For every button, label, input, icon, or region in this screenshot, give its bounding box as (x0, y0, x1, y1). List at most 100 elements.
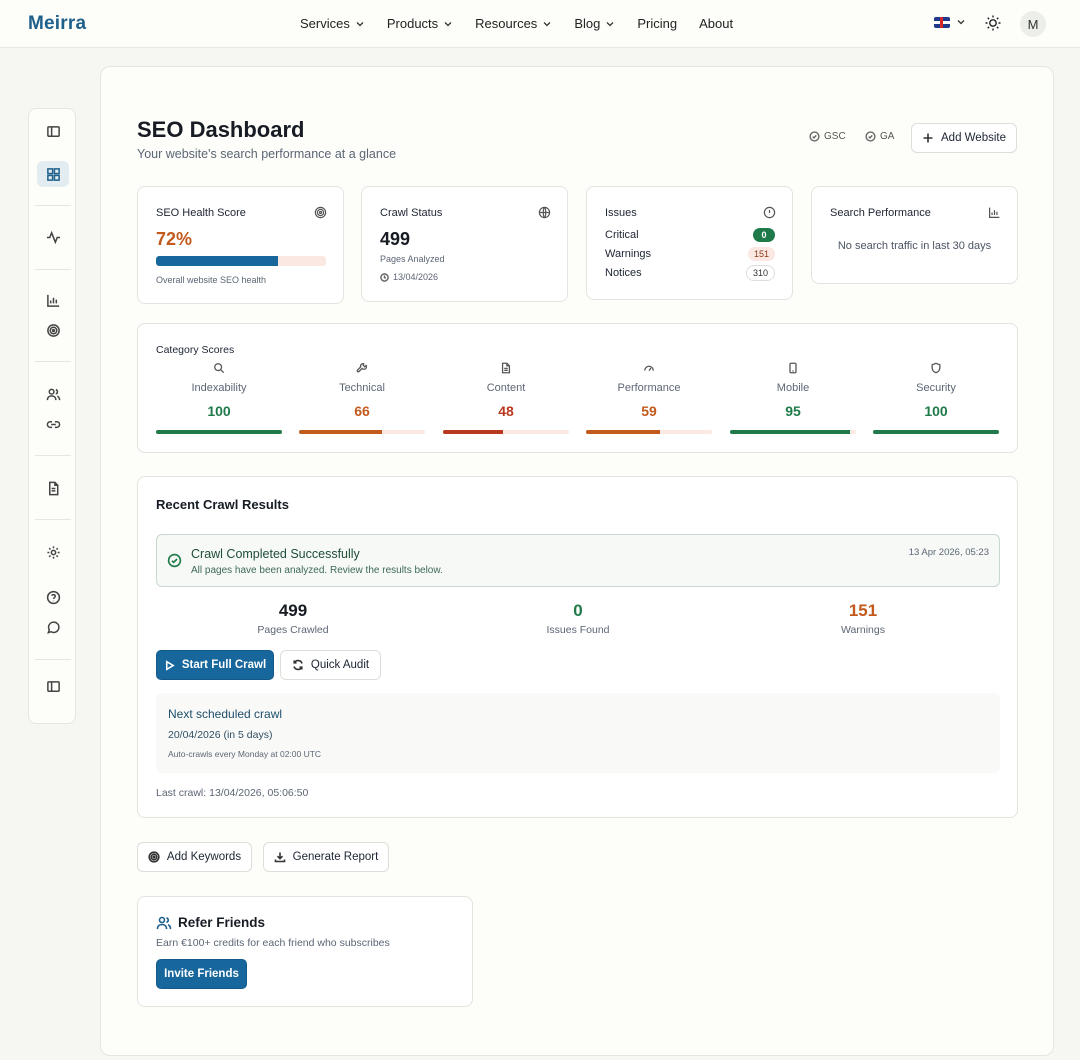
sidebar-item-feedback[interactable] (37, 614, 69, 640)
health-score: 72% (156, 229, 193, 249)
nav-label: Blog (574, 16, 601, 31)
category-technical: Technical 66 (299, 362, 425, 434)
clock-icon (380, 272, 389, 282)
next-crawl-panel: Next scheduled crawl 20/04/2026 (in 5 da… (156, 693, 1000, 773)
category-score: 100 (924, 403, 948, 419)
user-avatar[interactable]: M (1020, 11, 1046, 37)
chevron-down-icon[interactable] (956, 17, 966, 27)
sidebar-item-keywords[interactable] (37, 317, 69, 343)
search-empty-message: No search traffic in last 30 days (837, 240, 992, 252)
critical-count-badge: 0 (753, 228, 775, 242)
sidebar-item-links[interactable] (37, 411, 69, 437)
issue-label: Notices (605, 267, 642, 279)
warnings-count-badge: 151 (747, 247, 775, 261)
success-description: All pages have been analyzed. Review the… (191, 565, 443, 576)
check-circle-icon (865, 131, 876, 142)
category-label: Mobile (776, 382, 810, 394)
refer-friends-card: Refer Friends Earn €100+ credits for eac… (137, 896, 473, 1007)
generate-report-button[interactable]: Generate Report (263, 842, 389, 872)
issue-label: Critical (605, 229, 639, 241)
link-icon (46, 420, 60, 428)
issue-row-warnings[interactable]: Warnings 151 (605, 246, 775, 262)
nav-products[interactable]: Products (387, 16, 453, 31)
document-icon (48, 481, 58, 495)
wrench-icon (299, 362, 425, 376)
message-circle-icon (46, 620, 60, 634)
page-title: SEO Dashboard (137, 117, 305, 142)
nav-about[interactable]: About (699, 16, 733, 31)
document-icon (443, 362, 569, 376)
stat-label: Issues Found (546, 624, 610, 636)
category-bar-fill (873, 430, 999, 434)
divider (35, 455, 71, 456)
sidebar-collapse-button[interactable] (37, 673, 69, 699)
category-performance: Performance 59 (586, 362, 712, 434)
nav-services[interactable]: Services (300, 16, 365, 31)
sun-icon[interactable] (984, 14, 1002, 32)
category-label: Indexability (191, 382, 247, 394)
gauge-icon (586, 362, 712, 376)
ga-status[interactable]: GA (865, 131, 894, 142)
target-icon (314, 206, 327, 219)
quick-audit-button[interactable]: Quick Audit (280, 650, 381, 680)
category-content: Content 48 (443, 362, 569, 434)
sidebar-item-activity[interactable] (37, 224, 69, 250)
sidebar-item-reports[interactable] (37, 475, 69, 501)
stat-issues-found: 0 Issues Found (478, 601, 678, 636)
page-subtitle: Your website's search performance at a g… (137, 147, 397, 161)
crawl-date-value: 13/04/2026 (393, 272, 439, 282)
pages-analyzed-label: Pages Analyzed (380, 254, 445, 264)
sidebar-item-users[interactable] (37, 381, 69, 407)
shield-icon (873, 362, 999, 376)
health-caption: Overall website SEO health (156, 275, 267, 285)
category-bar (443, 430, 569, 434)
invite-friends-button[interactable]: Invite Friends (156, 959, 247, 989)
mobile-icon (730, 362, 856, 376)
add-website-button[interactable]: Add Website (911, 123, 1017, 153)
sidebar-item-settings[interactable] (37, 539, 69, 565)
category-score: 95 (785, 403, 801, 419)
chevron-down-icon (543, 21, 551, 26)
bar-chart-icon (988, 206, 1001, 219)
divider (35, 519, 71, 520)
refer-title: Refer Friends (178, 915, 266, 930)
uk-flag-icon[interactable] (934, 17, 950, 28)
stat-value: 499 (278, 601, 308, 620)
nav-pricing[interactable]: Pricing (637, 16, 677, 31)
category-bar-fill (730, 430, 850, 434)
pages-analyzed-count: 499 (380, 229, 411, 249)
category-score: 100 (207, 403, 231, 419)
panel-left-icon (46, 125, 60, 137)
category-label: Security (916, 382, 956, 394)
nav-blog[interactable]: Blog (574, 16, 615, 31)
crawl-status-card: Crawl Status 499 Pages Analyzed 13/04/20… (361, 186, 568, 302)
grid-icon (46, 167, 60, 181)
gsc-status[interactable]: GSC (809, 131, 846, 142)
category-bar (156, 430, 282, 434)
issue-row-notices[interactable]: Notices 310 (605, 265, 775, 281)
play-icon (165, 659, 175, 671)
sidebar-item-dashboard[interactable] (37, 161, 69, 187)
button-label: Add Keywords (166, 851, 242, 863)
health-progress-fill (156, 256, 279, 266)
sidebar-toggle-button[interactable] (37, 118, 69, 144)
chevron-down-icon (356, 21, 364, 26)
gsc-label: GSC (824, 131, 846, 142)
users-icon (156, 915, 172, 931)
brand-logo[interactable]: Meirra (28, 13, 87, 34)
category-scores-card: Category Scores Indexability 100 Technic… (137, 323, 1018, 453)
category-label: Performance (617, 382, 681, 394)
sidebar-item-help[interactable] (37, 584, 69, 610)
issue-row-critical[interactable]: Critical 0 (605, 227, 775, 243)
search-icon (156, 362, 282, 376)
add-keywords-button[interactable]: Add Keywords (137, 842, 252, 872)
stat-value: 151 (848, 601, 878, 620)
refresh-icon (293, 659, 303, 671)
start-full-crawl-button[interactable]: Start Full Crawl (156, 650, 274, 680)
sidebar-item-analytics[interactable] (37, 287, 69, 313)
target-icon (148, 851, 160, 863)
check-circle-icon (167, 553, 182, 568)
nav-label: Pricing (637, 16, 678, 31)
card-title: Search Performance (830, 207, 931, 219)
nav-resources[interactable]: Resources (475, 16, 552, 31)
